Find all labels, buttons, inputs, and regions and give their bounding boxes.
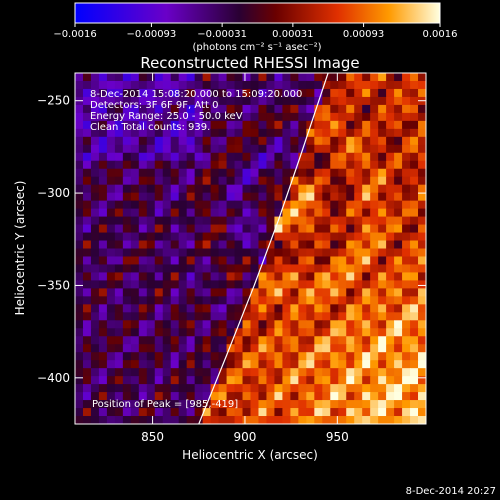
colorbar-tick-label: −0.00093 xyxy=(127,29,177,40)
annotation-energy-range: Energy Range: 25.0 - 50.0 keV xyxy=(90,111,243,122)
y-tick-label: −400 xyxy=(37,371,70,385)
solar-limb-line xyxy=(198,73,329,424)
colorbar-tick-label: 0.00031 xyxy=(272,29,313,40)
axis-ticks: 850 900 950 −250 −300 −350 −400 xyxy=(37,73,426,444)
annotation-detectors: Detectors: 3F 6F 9F, Att 0 xyxy=(90,100,218,111)
colorbar-tick-label: −0.00031 xyxy=(197,29,247,40)
colorbar-tick-label: 0.0016 xyxy=(423,29,458,40)
y-tick-label: −350 xyxy=(37,278,70,292)
colorbar-ticks: −0.0016 −0.00093 −0.00031 0.00031 0.00093 0.0… xyxy=(53,23,458,40)
x-tick-label: 850 xyxy=(141,430,164,444)
colorbar-units-label: (photons cm⁻² s⁻¹ asec⁻²) xyxy=(192,42,321,53)
colorbar-tick-label: −0.0016 xyxy=(53,29,96,40)
y-tick-label: −300 xyxy=(37,186,70,200)
x-axis-label: Heliocentric X (arcsec) xyxy=(182,448,318,462)
annotation-time-range: 8-Dec-2014 15:08:20.000 to 15:09:20.000 xyxy=(90,89,302,100)
y-axis-label: Heliocentric Y (arcsec) xyxy=(13,181,27,316)
x-tick-label: 900 xyxy=(234,430,257,444)
colorbar xyxy=(74,2,441,24)
heatmap-image xyxy=(75,73,426,424)
plot-frame xyxy=(74,72,427,425)
annotation-peak-position: Position of Peak = [985,-419] xyxy=(92,399,238,410)
y-tick-label: −250 xyxy=(37,94,70,108)
chart-title: Reconstructed RHESSI Image xyxy=(140,54,359,72)
footer-timestamp: 8-Dec-2014 20:27 xyxy=(406,486,496,497)
x-tick-label: 950 xyxy=(326,430,349,444)
colorbar-tick-label: 0.00093 xyxy=(343,29,384,40)
annotation-clean-counts: Clean Total counts: 939. xyxy=(90,122,210,133)
